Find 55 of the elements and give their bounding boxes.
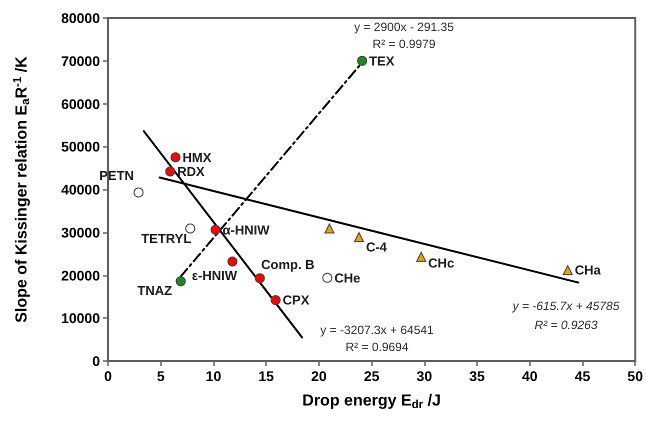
annotation: TNAZ — [137, 282, 172, 298]
y-tick-label: 40000 — [61, 182, 100, 198]
annotation: CHe — [334, 270, 360, 286]
y-tick-label: 30000 — [61, 224, 100, 240]
y-tick-label: 50000 — [61, 138, 100, 155]
annotation: TETRYL — [141, 231, 192, 246]
annotation: CHa — [574, 262, 602, 278]
annotation: HMX — [182, 150, 212, 165]
annotation: R² = 0.9694 — [345, 340, 409, 354]
annotation: y = -3207.3x + 64541 — [320, 323, 434, 337]
annotation: R² = 0.9263 — [534, 318, 598, 332]
point — [254, 273, 265, 284]
y-tick-label: 10000 — [61, 310, 100, 326]
point — [227, 256, 238, 267]
point — [170, 152, 180, 162]
annotation: Comp. B — [261, 256, 315, 272]
x-tick-label: 40 — [522, 368, 538, 384]
point — [176, 276, 186, 286]
annotation: α-HNIW — [222, 222, 270, 238]
point — [562, 265, 573, 276]
annotation: ε-HNIW — [192, 268, 238, 284]
x-tick-label: 30 — [416, 368, 432, 384]
point — [210, 224, 221, 235]
x-tick-label: 45 — [574, 368, 590, 384]
x-tick-label: 35 — [469, 368, 486, 384]
point — [357, 56, 368, 66]
point — [185, 224, 196, 234]
annotation: R² = 0.9979 — [372, 37, 436, 51]
annotation: y = -615.7x + 45785 — [512, 299, 620, 313]
point — [165, 166, 176, 176]
x-tick-label: 5 — [156, 368, 165, 384]
x-tick-label: 15 — [258, 368, 274, 384]
y-tick-label: 0 — [92, 353, 100, 369]
x-tick-label: 0 — [104, 368, 112, 384]
point — [354, 232, 364, 242]
point — [134, 188, 144, 198]
point — [322, 272, 332, 283]
y-axis-title: Slope of Kissinger relation EaR-1 /K — [12, 56, 32, 323]
annotation: y = 2900x - 291.35 — [354, 20, 454, 34]
y-tick-label: 80000 — [61, 10, 100, 26]
annotation: CHc — [428, 255, 454, 270]
y-tick-label: 70000 — [61, 52, 100, 69]
annotation: CPX — [282, 292, 310, 308]
annotation: C-4 — [366, 240, 388, 255]
x-tick-label: 25 — [364, 368, 380, 384]
y-tick-label: 20000 — [61, 267, 100, 284]
annotation: RDX — [177, 164, 205, 179]
annotation: TEX — [369, 53, 395, 68]
point — [270, 295, 281, 306]
x-tick-label: 20 — [311, 368, 327, 384]
point — [416, 252, 426, 262]
x-tick-label: 10 — [206, 368, 222, 384]
x-tick-label: 50 — [627, 368, 644, 384]
point — [324, 224, 334, 234]
y-tick-label: 60000 — [61, 96, 100, 112]
